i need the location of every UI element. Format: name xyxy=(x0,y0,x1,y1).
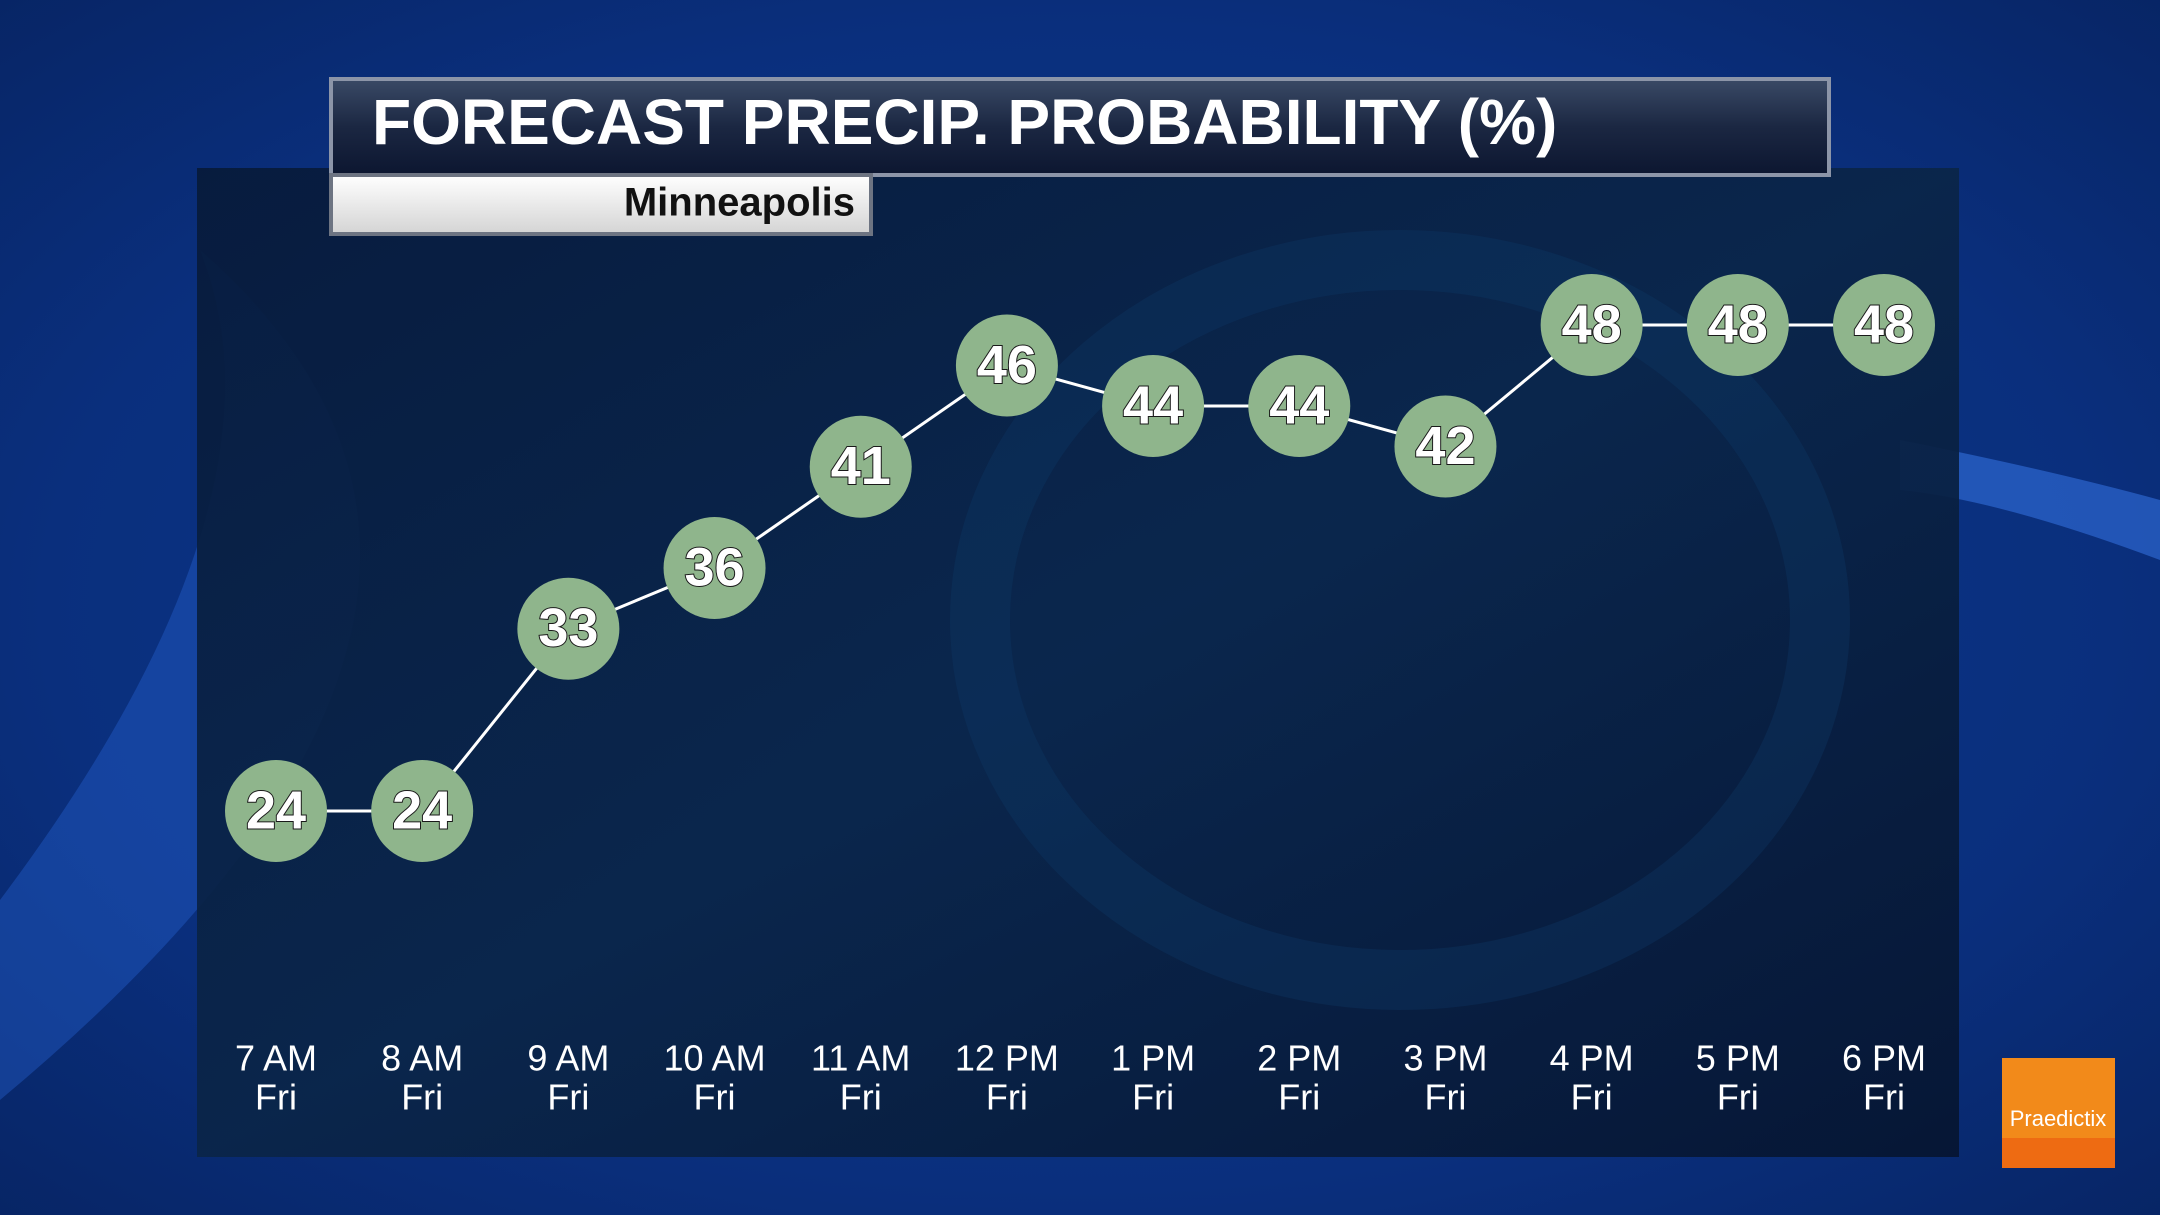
x-tick-label: 9 AM xyxy=(527,1038,609,1079)
data-label: 48 xyxy=(1708,294,1768,354)
x-tick-label: Fri xyxy=(547,1077,589,1118)
x-tick-label: 5 PM xyxy=(1696,1038,1780,1079)
data-label: 42 xyxy=(1415,416,1475,476)
chart-subtitle: Minneapolis xyxy=(624,181,855,225)
x-tick-label: Fri xyxy=(1863,1077,1905,1118)
x-tick-label: Fri xyxy=(1571,1077,1613,1118)
x-tick-label: 6 PM xyxy=(1842,1038,1926,1079)
x-tick-label: Fri xyxy=(986,1077,1028,1118)
point xyxy=(1833,274,1935,376)
x-tick-label: Fri xyxy=(1278,1077,1320,1118)
x-tick-label: Fri xyxy=(1717,1077,1759,1118)
point xyxy=(663,517,766,619)
point xyxy=(1540,274,1643,376)
x-tick-label: 8 AM xyxy=(381,1038,463,1079)
point xyxy=(517,577,620,680)
x-tick-label: 12 PM xyxy=(955,1038,1059,1079)
x-tick-label: 1 PM xyxy=(1111,1038,1195,1079)
data-label: 48 xyxy=(1854,294,1914,354)
point xyxy=(955,314,1058,417)
data-label: 44 xyxy=(1269,375,1329,435)
point xyxy=(371,760,474,862)
x-tick-label: Fri xyxy=(1424,1077,1466,1118)
point xyxy=(1248,355,1351,457)
data-label: 46 xyxy=(977,335,1037,395)
data-label: 33 xyxy=(538,598,598,658)
x-tick-label: Fri xyxy=(694,1077,736,1118)
point xyxy=(225,760,327,862)
data-label: 48 xyxy=(1562,294,1622,354)
x-tick-label: 4 PM xyxy=(1550,1038,1634,1079)
data-label: 24 xyxy=(246,780,306,840)
subtitle-bar xyxy=(329,173,873,236)
x-tick-label: Fri xyxy=(255,1077,297,1118)
x-tick-label: Fri xyxy=(401,1077,443,1118)
logo-stripe xyxy=(2002,1138,2115,1168)
logo-text: Praedictix xyxy=(2010,1106,2107,1131)
title-bar xyxy=(329,77,1831,177)
x-tick-label: 11 AM xyxy=(811,1038,910,1079)
chart-panel xyxy=(197,168,1959,1157)
data-label: 44 xyxy=(1123,375,1183,435)
background-swoosh xyxy=(1900,440,2160,560)
point xyxy=(1394,395,1497,498)
data-label: 41 xyxy=(831,436,891,496)
point xyxy=(1686,274,1789,376)
x-tick-label: 3 PM xyxy=(1403,1038,1487,1079)
chart-title: FORECAST PRECIP. PROBABILITY (%) xyxy=(372,86,1557,158)
panel-swirl xyxy=(950,230,1850,1010)
data-label: 24 xyxy=(392,780,452,840)
data-label: 36 xyxy=(685,537,745,597)
x-tick-label: 7 AM xyxy=(235,1038,317,1079)
point xyxy=(1102,355,1205,457)
x-tick-label: Fri xyxy=(840,1077,882,1118)
x-tick-label: Fri xyxy=(1132,1077,1174,1118)
x-tick-label: 2 PM xyxy=(1257,1038,1341,1079)
point xyxy=(809,415,912,518)
x-tick-label: 10 AM xyxy=(664,1038,766,1079)
